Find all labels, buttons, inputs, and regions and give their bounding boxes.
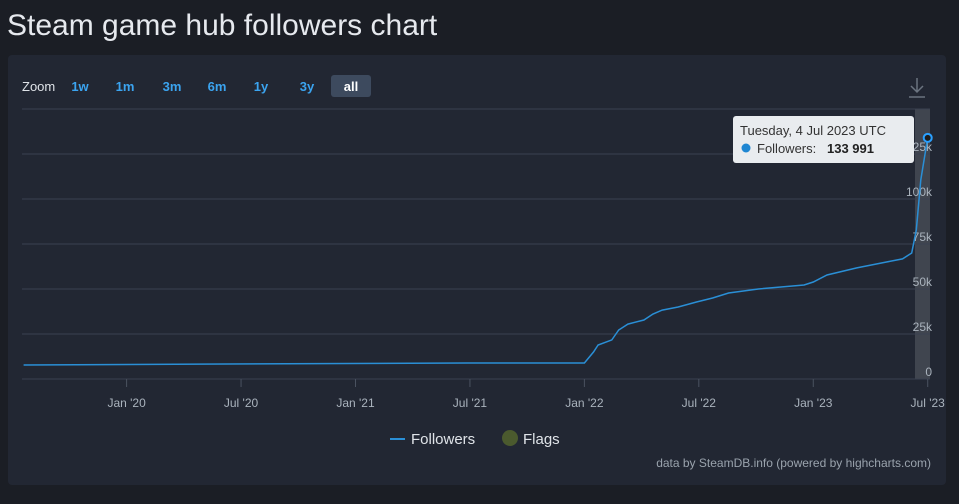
hover-marker [922,132,933,143]
x-tick-label: Jul '21 [453,396,488,410]
credits: data by SteamDB.info (powered by highcha… [656,456,931,470]
page-title: Steam game hub followers chart [7,9,438,42]
y-tick-label: 50k [913,275,933,289]
zoom-button-label: 1m [116,79,135,94]
x-tick-label: Jul '22 [682,396,717,410]
plot [23,132,933,366]
legend: Followers Flags [390,430,560,448]
zoom-button-label: 1y [254,79,269,94]
tooltip-box [733,116,914,163]
zoom-buttons: 1w 1m 3m 6m 1y 3y all [71,75,371,97]
x-tick-label: Jan '21 [336,396,375,410]
tooltip-title: Tuesday, 4 Jul 2023 UTC [740,123,886,138]
zoom-label: Zoom [22,79,55,94]
zoom-button[interactable]: 6m [208,79,227,94]
x-tick-label: Jan '20 [107,396,146,410]
x-tick-label: Jul '20 [224,396,259,410]
download-button[interactable] [909,78,925,98]
zoom-button[interactable]: 1y [254,79,269,94]
zoom-button-label: 3m [163,79,182,94]
tooltip-label: Followers: [757,141,816,156]
y-tick-label: 25k [913,320,933,334]
zoom-button-label: all [344,79,358,94]
tooltip-value: 133 991 [827,141,874,156]
chart-panel [8,55,946,485]
tooltip-dot [741,143,751,153]
legend-marker [502,430,518,446]
zoom-button[interactable]: all [331,75,371,97]
legend-label: Followers [411,431,475,448]
download-icon [909,78,925,98]
legend-item[interactable]: Followers [390,431,475,448]
tooltip: Tuesday, 4 Jul 2023 UTC Followers: 133 9… [733,116,914,163]
y-tick-label: 0 [925,365,932,379]
legend-item[interactable]: Flags [502,430,560,448]
zoom-button[interactable]: 1w [71,79,89,94]
zoom-button-label: 3y [300,79,315,94]
x-tick-label: Jan '23 [794,396,833,410]
legend-label: Flags [523,431,560,448]
zoom-button-bg [331,75,371,97]
x-tick-label: Jul '23 [911,396,946,410]
y-tick-label: 75k [913,230,933,244]
series-line [23,137,929,366]
zoom-button[interactable]: 1m [116,79,135,94]
zoom-button-label: 6m [208,79,227,94]
x-tick-label: Jan '22 [565,396,604,410]
zoom-button[interactable]: 3m [163,79,182,94]
zoom-button-label: 1w [71,79,89,94]
zoom-button[interactable]: 3y [300,79,315,94]
